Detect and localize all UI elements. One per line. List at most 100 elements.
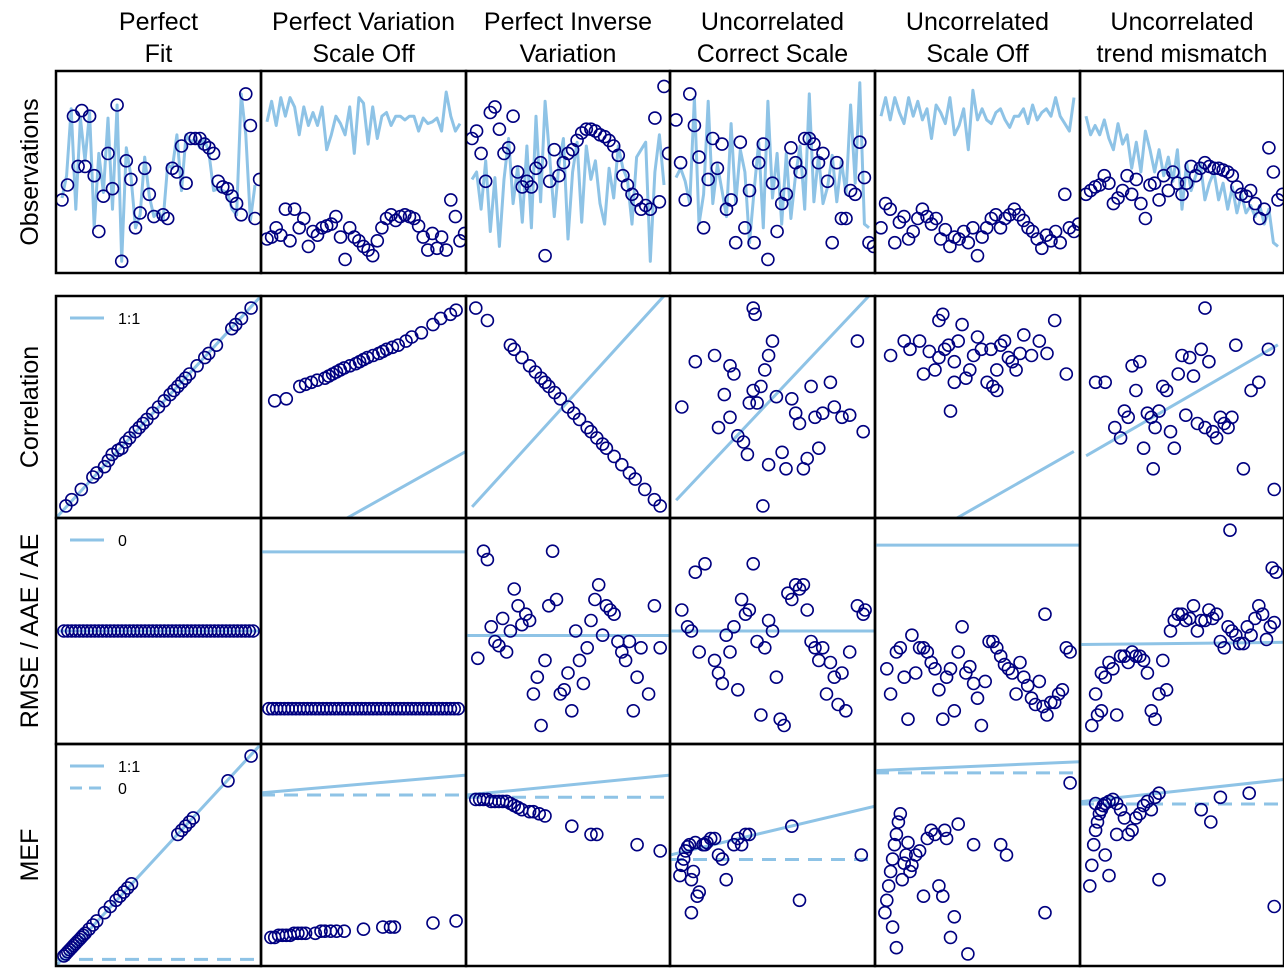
reference-line xyxy=(670,804,875,857)
data-point xyxy=(391,338,406,353)
data-point xyxy=(1175,187,1189,202)
data-point xyxy=(912,334,927,348)
data-point xyxy=(1161,183,1176,198)
data-point xyxy=(541,598,556,613)
data-point xyxy=(761,252,775,267)
data-point xyxy=(449,303,463,318)
data-point xyxy=(171,379,185,394)
data-point xyxy=(1136,653,1151,668)
data-point xyxy=(719,872,734,887)
data-point xyxy=(480,313,495,328)
data-point xyxy=(897,209,911,224)
data-point xyxy=(1152,193,1166,207)
data-point xyxy=(734,592,749,607)
data-point xyxy=(742,827,757,842)
data-point xyxy=(674,400,689,414)
data-point xyxy=(800,603,815,617)
data-point xyxy=(503,624,518,638)
data-point xyxy=(1067,224,1080,239)
data-point xyxy=(234,208,248,222)
data-point xyxy=(86,470,100,484)
data-point xyxy=(128,221,143,235)
data-point xyxy=(630,670,644,685)
data-point xyxy=(688,565,703,580)
data-point xyxy=(239,87,253,101)
data-point xyxy=(997,657,1012,672)
data-point xyxy=(707,348,722,363)
data-point xyxy=(970,248,985,263)
column-header-perfect_fit: Perfect xyxy=(119,8,198,36)
data-point xyxy=(545,544,560,559)
data-point xyxy=(674,858,689,873)
data-point xyxy=(1088,687,1103,701)
data-point xyxy=(922,344,937,359)
data-point xyxy=(1129,383,1143,398)
data-point xyxy=(124,172,138,187)
legend-label: 1:1 xyxy=(118,759,140,776)
data-point xyxy=(118,435,133,449)
data-point xyxy=(1213,790,1228,805)
data-point xyxy=(952,232,966,246)
data-point xyxy=(630,837,644,852)
data-point xyxy=(858,603,872,617)
data-point xyxy=(385,340,400,355)
data-point xyxy=(707,831,722,846)
data-point xyxy=(82,109,97,123)
data-point xyxy=(294,926,309,941)
data-point xyxy=(279,391,294,406)
data-point xyxy=(101,146,115,161)
data-point xyxy=(961,947,975,961)
data-point xyxy=(815,640,830,655)
data-point xyxy=(499,645,514,659)
data-point xyxy=(599,441,614,456)
panel-content xyxy=(261,773,466,945)
data-point xyxy=(878,905,892,920)
data-point xyxy=(611,148,626,163)
data-point xyxy=(338,252,352,267)
panel-correlation-perfect_fit xyxy=(54,294,263,520)
data-point xyxy=(1038,905,1052,920)
data-point xyxy=(1001,350,1016,365)
data-point xyxy=(842,645,857,659)
data-point xyxy=(1035,241,1049,256)
panel-content xyxy=(875,543,1080,733)
data-point xyxy=(589,827,604,842)
data-point xyxy=(670,113,683,127)
data-point xyxy=(1113,431,1128,445)
data-point xyxy=(595,437,610,451)
data-point xyxy=(680,619,695,634)
data-point xyxy=(1159,383,1174,398)
panel-mef-perfect_fit xyxy=(54,742,263,968)
data-point xyxy=(1225,168,1240,183)
data-point xyxy=(756,499,770,513)
data-point xyxy=(538,375,552,390)
data-point xyxy=(850,334,865,348)
data-point xyxy=(984,211,999,226)
data-point xyxy=(1009,363,1023,377)
reference-line xyxy=(1080,640,1284,647)
data-point xyxy=(1243,183,1258,198)
data-point xyxy=(769,670,784,685)
data-point xyxy=(897,334,912,348)
data-point xyxy=(974,718,989,733)
data-point xyxy=(1032,674,1047,689)
data-point xyxy=(178,371,193,386)
panel-observations-perfect_fit xyxy=(54,69,263,275)
data-point xyxy=(684,905,699,920)
panel-frame xyxy=(1078,69,1284,275)
panel-observations-perfect_inverse_variation xyxy=(464,69,672,275)
data-point xyxy=(574,126,589,140)
data-point xyxy=(591,577,606,592)
data-point xyxy=(723,358,737,373)
data-point xyxy=(117,885,131,899)
data-point xyxy=(197,137,212,151)
data-point xyxy=(71,159,85,174)
data-point xyxy=(727,367,741,381)
data-point xyxy=(711,848,726,862)
data-point xyxy=(1032,334,1047,348)
data-point xyxy=(728,235,743,250)
data-point xyxy=(1048,224,1063,239)
data-point xyxy=(784,592,799,607)
data-point xyxy=(1055,682,1070,697)
